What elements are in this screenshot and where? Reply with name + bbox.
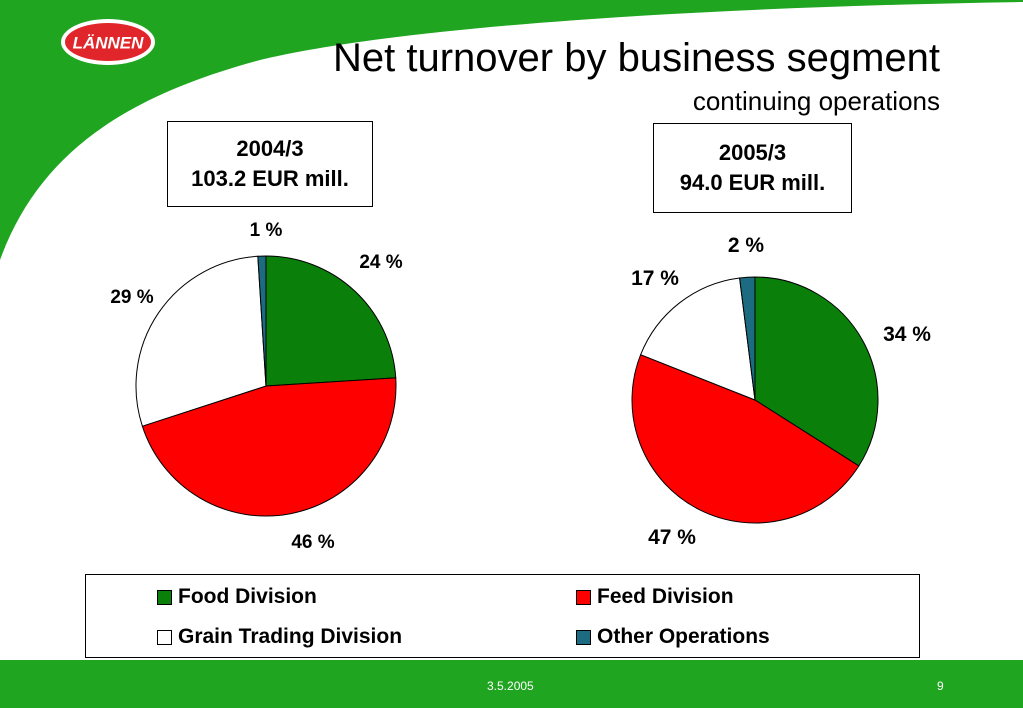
footer-bar: 3.5.2005 9 xyxy=(0,660,1023,708)
period-total: 103.2 EUR mill. xyxy=(191,166,349,191)
legend-item-other: Other Operations xyxy=(576,625,770,649)
legend-swatch xyxy=(157,589,172,605)
period-label: 2004/3 xyxy=(236,136,304,162)
footer-date: 3.5.2005 xyxy=(487,679,534,693)
slide-title: Net turnover by business segment xyxy=(333,36,940,80)
legend-label: Feed Division xyxy=(597,585,734,608)
period-box-2004: 2004/3 103.2 EUR mill. xyxy=(167,121,373,207)
pie-slice-grain xyxy=(639,277,756,401)
legend-item-food: Food Division xyxy=(157,585,317,609)
lannen-logo: LÄNNEN xyxy=(60,18,156,66)
slice-label-grain: 17 % xyxy=(631,267,679,290)
pie-slice-feed xyxy=(631,354,860,524)
legend-swatch xyxy=(576,629,591,645)
pie-slice-food xyxy=(754,276,879,467)
legend-swatch xyxy=(157,629,172,645)
legend-item-grain: Grain Trading Division xyxy=(157,625,402,649)
slice-label-other: 2 % xyxy=(728,234,765,257)
pie-slice-feed xyxy=(141,377,397,517)
pie-slice-food xyxy=(265,255,397,387)
legend-swatch xyxy=(576,589,591,605)
pie-chart-2004: 24 % 46 % 29 % 1 % xyxy=(110,220,402,553)
period-total: 94.0 EUR mill. xyxy=(679,170,826,195)
slice-label-grain: 29 % xyxy=(110,287,153,308)
period-label: 2005/3 xyxy=(718,140,787,166)
legend-item-feed: Feed Division xyxy=(576,585,734,609)
pie-slice-other xyxy=(257,255,267,387)
pie-slice-other xyxy=(739,276,756,401)
slice-label-other: 1 % xyxy=(250,220,283,241)
period-box-2005: 2005/3 94.0 EUR mill. xyxy=(653,123,852,213)
legend-label: Other Operations xyxy=(597,625,770,648)
page-number: 9 xyxy=(937,679,944,693)
legend-label: Food Division xyxy=(178,585,317,608)
pie-chart-2005: 34 % 47 % 17 % 2 % xyxy=(631,234,931,549)
slice-label-food: 34 % xyxy=(883,323,931,346)
chart-legend: Food Division Feed Division Grain Tradin… xyxy=(85,574,920,658)
slice-label-feed: 46 % xyxy=(291,532,334,553)
pie-slice-grain xyxy=(135,255,267,427)
logo-text: LÄNNEN xyxy=(73,34,145,53)
slice-label-feed: 47 % xyxy=(648,526,696,549)
legend-label: Grain Trading Division xyxy=(178,625,403,648)
slice-label-food: 24 % xyxy=(359,252,402,273)
slide-subtitle: continuing operations xyxy=(692,86,940,116)
